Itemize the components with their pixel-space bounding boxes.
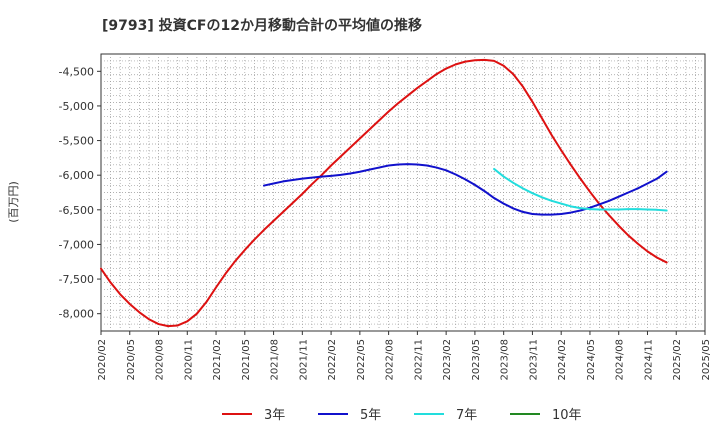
y-tick-label: -4,500 [59, 65, 94, 78]
y-tick-label: -7,000 [59, 238, 94, 251]
x-tick-label: 2024/08 [615, 339, 626, 381]
x-tick-label: 2023/02 [442, 339, 453, 381]
x-tick-label: 2020/02 [97, 339, 108, 381]
legend-label: 10年 [552, 408, 582, 423]
y-tick-label: -6,000 [59, 169, 94, 182]
x-tick-label: 2020/11 [183, 339, 194, 381]
x-tick-label: 2020/05 [126, 339, 137, 381]
x-tick-label: 2025/02 [672, 339, 683, 381]
legend-label: 5年 [360, 408, 381, 423]
y-tick-label: -5,000 [59, 100, 94, 113]
x-tick-label: 2021/11 [298, 339, 309, 381]
y-tick-label: -8,000 [59, 308, 94, 321]
legend-label: 7年 [456, 408, 477, 423]
y-axis: -4,500 -5,000 -5,500 -6,000 -6,500 -7,000 -7,5… [59, 65, 101, 321]
legend: 3年 5年 7年 10年 [222, 408, 582, 423]
x-tick-label: 2023/05 [471, 339, 482, 381]
series-line [262, 163, 668, 216]
y-axis-label: (百万円) [7, 181, 20, 223]
legend-label: 3年 [264, 408, 285, 423]
x-axis: 2020/02 2020/05 2020/08 2020/11 2021/02 2021/… [97, 331, 712, 381]
series-line [100, 58, 668, 328]
x-tick-label: 2022/05 [356, 339, 367, 381]
x-tick-label: 2021/05 [241, 339, 252, 381]
series-lines [100, 58, 668, 328]
x-tick-label: 2022/08 [385, 339, 396, 381]
x-tick-label: 2021/08 [270, 339, 281, 381]
x-tick-label: 2021/02 [212, 339, 223, 381]
x-tick-label: 2023/08 [500, 339, 511, 381]
y-tick-label: -7,500 [59, 273, 94, 286]
y-tick-label: -5,500 [59, 135, 94, 148]
x-tick-label: 2022/02 [327, 339, 338, 381]
series-line [493, 167, 668, 212]
x-tick-label: 2024/05 [586, 339, 597, 381]
x-tick-label: 2024/02 [557, 339, 568, 381]
y-tick-label: -6,500 [59, 204, 94, 217]
x-tick-label: 2024/11 [643, 339, 654, 381]
x-tick-label: 2022/11 [413, 339, 424, 381]
x-tick-label: 2020/08 [155, 339, 166, 381]
chart-title: [9793] 投資CFの12か月移動合計の平均値の推移 [102, 17, 422, 34]
x-tick-label: 2025/05 [701, 339, 712, 381]
x-tick-label: 2023/11 [528, 339, 539, 381]
